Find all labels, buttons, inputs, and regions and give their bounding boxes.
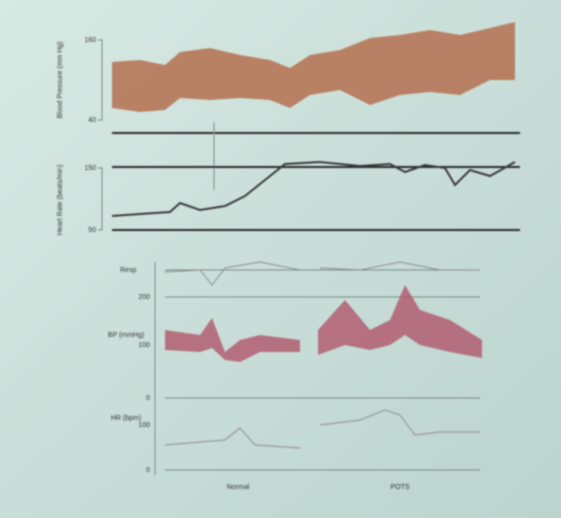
y-label: Blood Pressure (mm Hg) [57,41,64,118]
label: BP (mmHg) [108,332,144,339]
figure: Blood Pressure (mm Hg) 160 40 Heart Rate… [57,22,520,491]
hr-trace [111,160,516,217]
bp-trace [112,22,515,112]
condition-label: Normal [227,484,250,491]
tick-label: 100 [138,342,150,349]
y-tick-label: 40 [88,117,96,124]
bp-trace [318,285,482,358]
bp-trace [165,318,300,362]
y-tick-label: 150 [84,165,96,172]
hr-trace [164,409,480,449]
y-label: Heart Rate (beats/min) [57,165,64,236]
tick-label: 100 [138,422,150,429]
y-tick-label: 50 [88,227,96,234]
label: Resp [120,267,136,274]
label: HR (bpm) [111,415,141,422]
condition-label: POTS [390,484,409,491]
tick-label: 0 [146,467,150,474]
scale-bracket [98,39,103,121]
tick-label: 0 [146,395,150,402]
tick-label: 200 [138,294,150,301]
resp-trace [164,261,480,286]
scale-bracket [98,167,103,231]
y-tick-label: 160 [84,37,96,44]
